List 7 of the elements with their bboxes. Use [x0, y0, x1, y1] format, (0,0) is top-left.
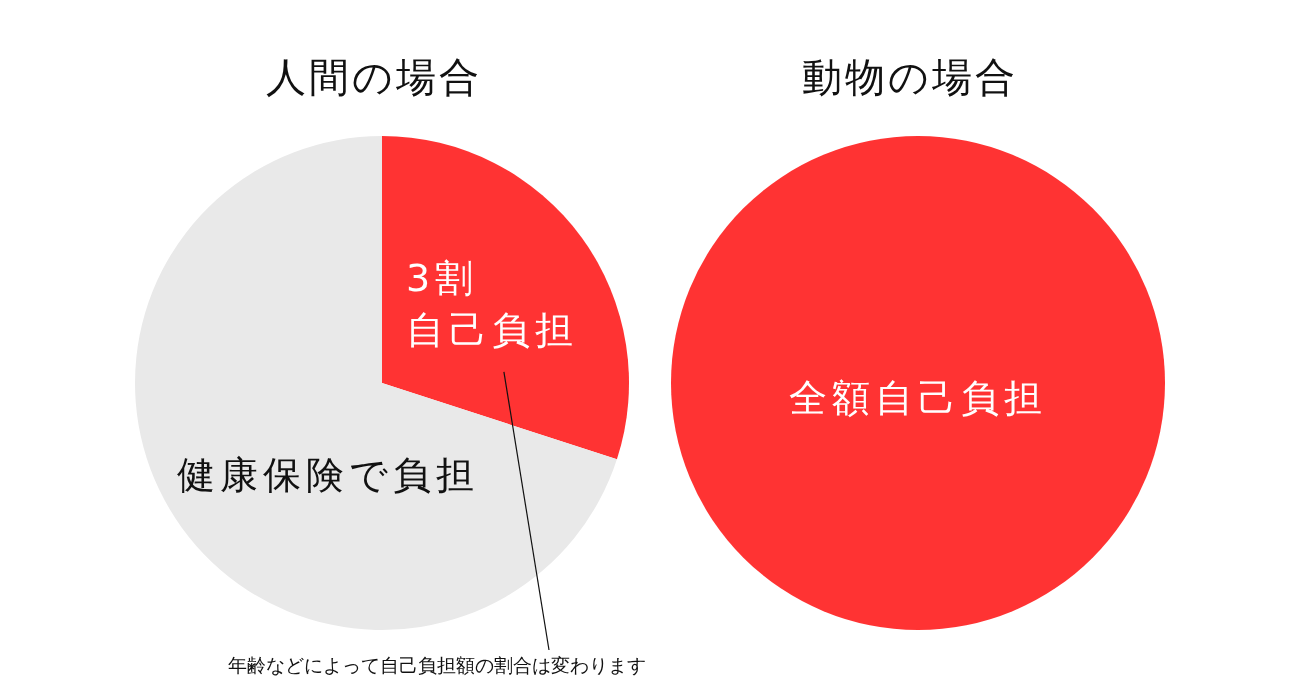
- slice-label: 全額自己負担: [789, 375, 1047, 420]
- slice-label: 健康保険で負担: [177, 452, 480, 497]
- chart-title: 人間の場合: [266, 54, 482, 100]
- pie-slice: [135, 136, 617, 630]
- chart-title: 動物の場合: [802, 54, 1018, 100]
- text: 年齢などによって自己負担額の割合は変わります: [228, 654, 646, 676]
- slice-label: 3割自己負担: [405, 255, 578, 352]
